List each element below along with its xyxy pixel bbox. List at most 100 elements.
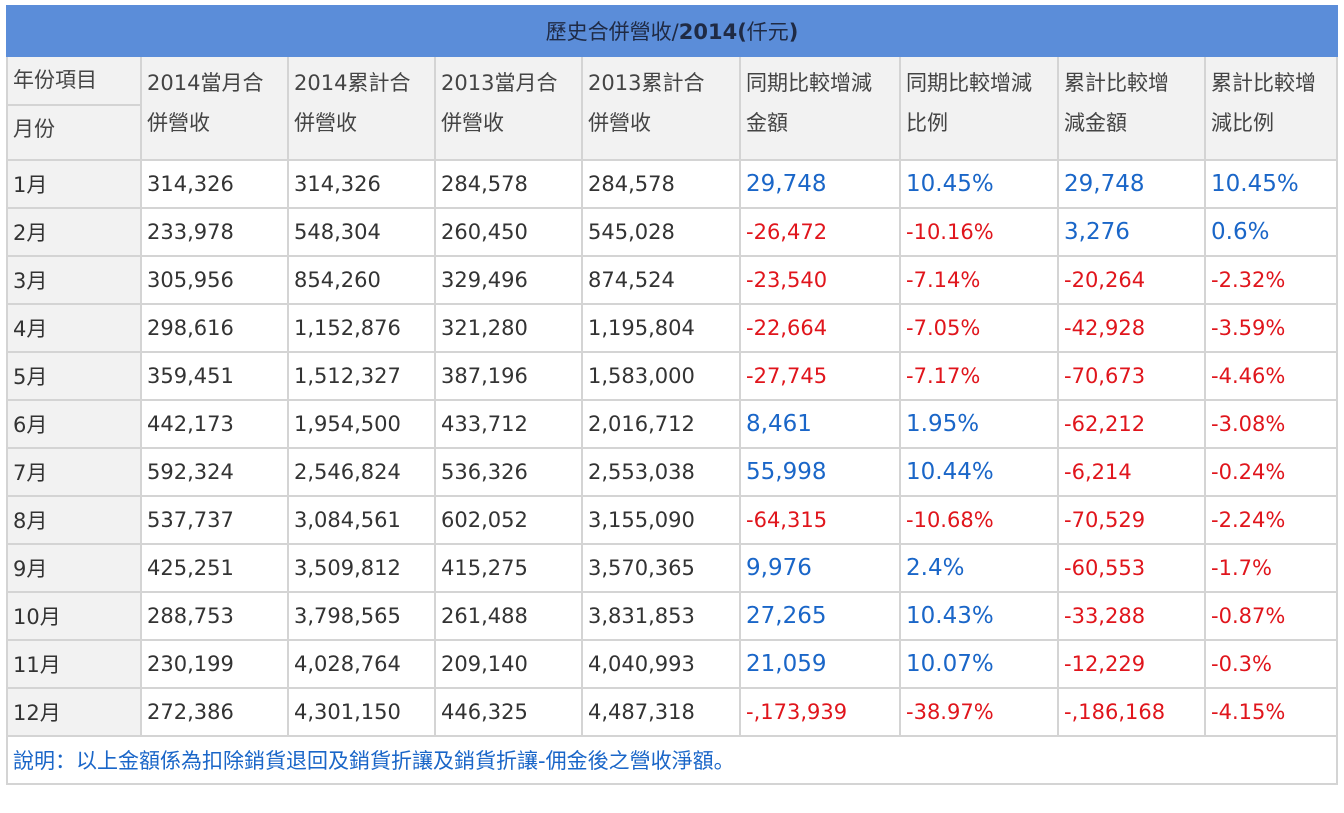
note-row: 說明：以上金額係為扣除銷貨退回及銷貨折讓及銷貨折讓-佣金後之營收淨額。: [5, 735, 1339, 785]
table-cell: 10.07%: [899, 639, 1059, 689]
table-cell: -70,529: [1057, 495, 1206, 545]
table-cell: -2.32%: [1203, 255, 1339, 305]
table-cell: 21,059: [739, 639, 901, 689]
month-label: 9月: [6, 543, 142, 593]
column-header: 2013累計合 併營收: [581, 55, 741, 161]
table-cell: -33,288: [1057, 591, 1206, 641]
table-cell: -12,229: [1057, 639, 1206, 689]
table-cell: 1,152,876: [287, 303, 436, 353]
table-cell: 2,016,712: [581, 399, 741, 449]
table-cell: 592,324: [140, 447, 289, 497]
table-cell: 359,451: [140, 351, 289, 401]
table-cell: 272,386: [140, 687, 289, 737]
table-cell: 2,546,824: [287, 447, 436, 497]
table-cell: -,173,939: [739, 687, 901, 737]
month-label: 1月: [6, 159, 142, 209]
table-cell: 10.45%: [1203, 159, 1339, 209]
table-cell: 602,052: [434, 495, 583, 545]
table-cell: -0.24%: [1203, 447, 1339, 497]
table-cell: 3,831,853: [581, 591, 741, 641]
table-cell: 230,199: [140, 639, 289, 689]
table-cell: -3.08%: [1203, 399, 1339, 449]
table-cell: 10.45%: [899, 159, 1059, 209]
table-cell: 3,276: [1057, 207, 1206, 257]
column-header: 累計比較增 減比例: [1203, 55, 1339, 161]
table-row: 4月 298,616 1,152,876 321,280 1,195,804 -22,66…: [6, 303, 1339, 353]
table-cell: 1,583,000: [581, 351, 741, 401]
table-row: 7月 592,324 2,546,824 536,326 2,553,038 55,998…: [6, 447, 1339, 497]
table-cell: 29,748: [739, 159, 901, 209]
month-label: 10月: [6, 591, 142, 641]
table-cell: -2.24%: [1203, 495, 1339, 545]
corner-header-year-item: 年份項目: [8, 57, 140, 106]
table-title: 歷史合併營收/2014(仟元): [5, 5, 1339, 57]
table-cell: 8,461: [739, 399, 901, 449]
table-cell: 261,488: [434, 591, 583, 641]
table-cell: 446,325: [434, 687, 583, 737]
column-header: 2013當月合 併營收: [434, 55, 583, 161]
table-cell: -0.87%: [1203, 591, 1339, 641]
table-cell: -7.17%: [899, 351, 1059, 401]
table-cell: 1.95%: [899, 399, 1059, 449]
table-cell: 548,304: [287, 207, 436, 257]
table-cell: -7.14%: [899, 255, 1059, 305]
table-row: 5月 359,451 1,512,327 387,196 1,583,000 -27,74…: [6, 351, 1339, 401]
table-cell: 4,028,764: [287, 639, 436, 689]
month-label: 2月: [6, 207, 142, 257]
table-cell: 305,956: [140, 255, 289, 305]
table-cell: -26,472: [739, 207, 901, 257]
table-cell: 3,509,812: [287, 543, 436, 593]
revenue-table: 歷史合併營收/2014(仟元) 年份項目 月份 2014當月合 併營收 2014累…: [5, 5, 1339, 785]
table-cell: -70,673: [1057, 351, 1206, 401]
table-cell: 537,737: [140, 495, 289, 545]
table-row: 2月 233,978 548,304 260,450 545,028 -26,472 -10…: [6, 207, 1339, 257]
table-cell: 442,173: [140, 399, 289, 449]
table-cell: 2,553,038: [581, 447, 741, 497]
table-cell: -38.97%: [899, 687, 1059, 737]
table-cell: 4,040,993: [581, 639, 741, 689]
table-row: 12月 272,386 4,301,150 446,325 4,487,318 -,173…: [6, 687, 1339, 737]
month-label: 6月: [6, 399, 142, 449]
column-header: 同期比較增減 金額: [739, 55, 901, 161]
table-cell: -1.7%: [1203, 543, 1339, 593]
table-row: 10月 288,753 3,798,565 261,488 3,831,853 27,26…: [6, 591, 1339, 641]
table-cell: -22,664: [739, 303, 901, 353]
month-label: 12月: [6, 687, 142, 737]
table-row: 9月 425,251 3,509,812 415,275 3,570,365 9,976 2…: [6, 543, 1339, 593]
table-cell: -0.3%: [1203, 639, 1339, 689]
table-cell: -4.46%: [1203, 351, 1339, 401]
table-cell: 874,524: [581, 255, 741, 305]
table-cell: 1,195,804: [581, 303, 741, 353]
table-cell: 1,954,500: [287, 399, 436, 449]
table-cell: -,186,168: [1057, 687, 1206, 737]
table-cell: -10.68%: [899, 495, 1059, 545]
month-label: 4月: [6, 303, 142, 353]
table-cell: -62,212: [1057, 399, 1206, 449]
table-cell: 3,570,365: [581, 543, 741, 593]
month-label: 8月: [6, 495, 142, 545]
table-cell: 209,140: [434, 639, 583, 689]
table-cell: -6,214: [1057, 447, 1206, 497]
table-row: 6月 442,173 1,954,500 433,712 2,016,712 8,461 1…: [6, 399, 1339, 449]
table-cell: -64,315: [739, 495, 901, 545]
table-cell: 4,487,318: [581, 687, 741, 737]
table-cell: -7.05%: [899, 303, 1059, 353]
table-cell: -42,928: [1057, 303, 1206, 353]
table-row: 3月 305,956 854,260 329,496 874,524 -23,540 -7.…: [6, 255, 1339, 305]
table-cell: -27,745: [739, 351, 901, 401]
table-cell: -23,540: [739, 255, 901, 305]
table-cell: 415,275: [434, 543, 583, 593]
month-label: 5月: [6, 351, 142, 401]
table-cell: 3,798,565: [287, 591, 436, 641]
table-cell: 3,084,561: [287, 495, 436, 545]
column-header: 同期比較增減 比例: [899, 55, 1059, 161]
table-cell: -10.16%: [899, 207, 1059, 257]
table-cell: 10.44%: [899, 447, 1059, 497]
table-cell: 387,196: [434, 351, 583, 401]
corner-header-month: 月份: [13, 117, 55, 141]
table-cell: 545,028: [581, 207, 741, 257]
month-label: 3月: [6, 255, 142, 305]
table-row: 11月 230,199 4,028,764 209,140 4,040,993 21,05…: [6, 639, 1339, 689]
table-row: 1月 314,326 314,326 284,578 284,578 29,748 10.4…: [6, 159, 1339, 209]
table-cell: 321,280: [434, 303, 583, 353]
